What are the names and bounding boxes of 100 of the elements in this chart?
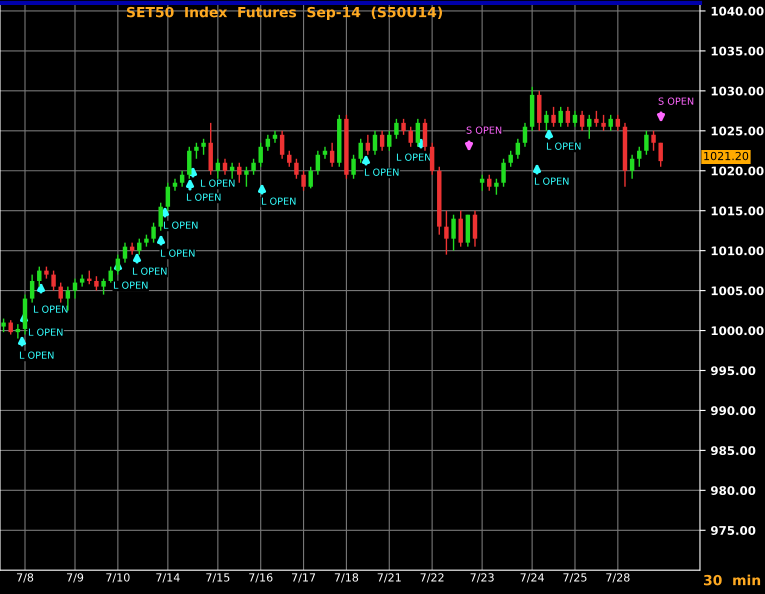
candlestick	[558, 106, 563, 128]
x-tick-label: 7/24	[520, 573, 544, 582]
candlestick	[508, 150, 513, 168]
x-tick-label: 7/16	[249, 573, 272, 582]
y-tick-label: 985.00	[711, 446, 756, 456]
candlestick	[601, 114, 606, 132]
annotation: L OPEN	[262, 197, 296, 205]
candlestick	[551, 106, 556, 128]
candlestick	[358, 138, 363, 164]
annotation: L OPEN	[160, 249, 194, 257]
candlestick	[266, 134, 270, 152]
annotation: S OPEN	[466, 126, 502, 134]
candlestick	[330, 142, 334, 168]
candlestick	[216, 158, 220, 180]
candlestick	[444, 210, 449, 256]
candlestick	[322, 146, 328, 160]
candlestick	[94, 276, 99, 292]
candlestick	[516, 138, 520, 160]
x-tick-label: 7/25	[563, 573, 586, 582]
candlestick	[1, 318, 6, 333]
candlestick	[480, 174, 484, 192]
candlestick	[387, 130, 392, 152]
candlestick	[122, 242, 128, 264]
candlestick	[101, 278, 106, 296]
annotation: L OPEN	[186, 193, 220, 201]
y-tick-label: 995.00	[711, 366, 756, 376]
candlestick	[87, 270, 92, 285]
candlestick	[472, 210, 478, 248]
x-tick-label: 7/17	[292, 573, 316, 582]
candlestick	[351, 154, 356, 180]
annotation: L OPEN	[546, 142, 580, 150]
x-tick-label: 7/22	[420, 573, 444, 582]
candlestick	[566, 106, 570, 128]
candlestick	[658, 142, 663, 168]
annotation: L OPEN	[114, 281, 148, 289]
candlestick	[51, 270, 56, 292]
annotation: L OPEN	[28, 328, 62, 336]
candlestick	[80, 274, 84, 288]
candlestick	[380, 130, 384, 152]
candlestick	[301, 170, 306, 192]
candlestick	[280, 130, 284, 160]
candlestick	[222, 158, 228, 176]
candlestick	[16, 323, 20, 340]
candlestick	[201, 138, 206, 156]
candlestick	[316, 150, 320, 176]
x-tick-label: 7/8	[16, 573, 34, 582]
candlestick	[66, 286, 70, 312]
y-tick-label: 990.00	[711, 406, 756, 416]
candlestick	[58, 282, 63, 304]
annotation: L OPEN	[20, 351, 54, 359]
candlestick	[172, 178, 178, 192]
candlestick	[258, 142, 263, 168]
candlestick	[430, 142, 434, 176]
candlestick	[494, 178, 499, 196]
y-tick-label: 980.00	[711, 486, 756, 495]
y-tick-label: 1035.00	[712, 46, 764, 56]
candlestick	[144, 234, 149, 248]
candlestick	[572, 110, 578, 128]
y-tick-label: 1010.00	[712, 246, 764, 256]
candlestick	[637, 146, 642, 168]
candlestick	[458, 210, 463, 248]
y-tick-label: 1015.00	[712, 206, 764, 216]
candlestick	[394, 118, 399, 140]
candlestick	[501, 158, 506, 188]
candlestick	[237, 162, 242, 184]
y-tick-label: 1000.00	[712, 326, 764, 336]
candlestick	[108, 266, 113, 284]
candlestick	[130, 242, 134, 256]
annotation: S OPEN	[658, 97, 694, 105]
candlestick	[137, 238, 142, 256]
text: 1021.20	[704, 152, 748, 160]
candlestick	[544, 110, 549, 132]
candlestick	[587, 114, 592, 140]
annotation: L OPEN	[132, 267, 166, 275]
candlestick	[287, 150, 292, 168]
candlestick	[230, 162, 234, 180]
x-tick-label: 7/9	[66, 573, 84, 582]
x-tick-label: 7/23	[470, 573, 494, 582]
candlestick	[151, 222, 156, 244]
candlestick	[408, 126, 413, 148]
y-tick-label: 1005.00	[712, 286, 764, 296]
candlestick	[294, 158, 299, 180]
candlestick	[651, 130, 656, 152]
candlestick	[580, 110, 584, 132]
candlestick	[37, 266, 42, 288]
candlestick	[44, 266, 49, 280]
candlestick	[30, 274, 34, 304]
candlestick	[401, 118, 406, 136]
x-tick-label: 7/18	[334, 573, 358, 582]
candlestick	[72, 278, 78, 300]
candlestick	[180, 170, 184, 188]
candlestick	[594, 110, 599, 128]
candlestick	[616, 114, 620, 132]
annotation: L OPEN	[200, 179, 234, 187]
candlestick	[630, 154, 634, 180]
y-tick-label: 1030.00	[712, 86, 764, 96]
candlestick	[251, 158, 256, 176]
candlestick	[308, 166, 313, 190]
candlestick	[366, 134, 370, 156]
candlestick	[608, 114, 613, 132]
